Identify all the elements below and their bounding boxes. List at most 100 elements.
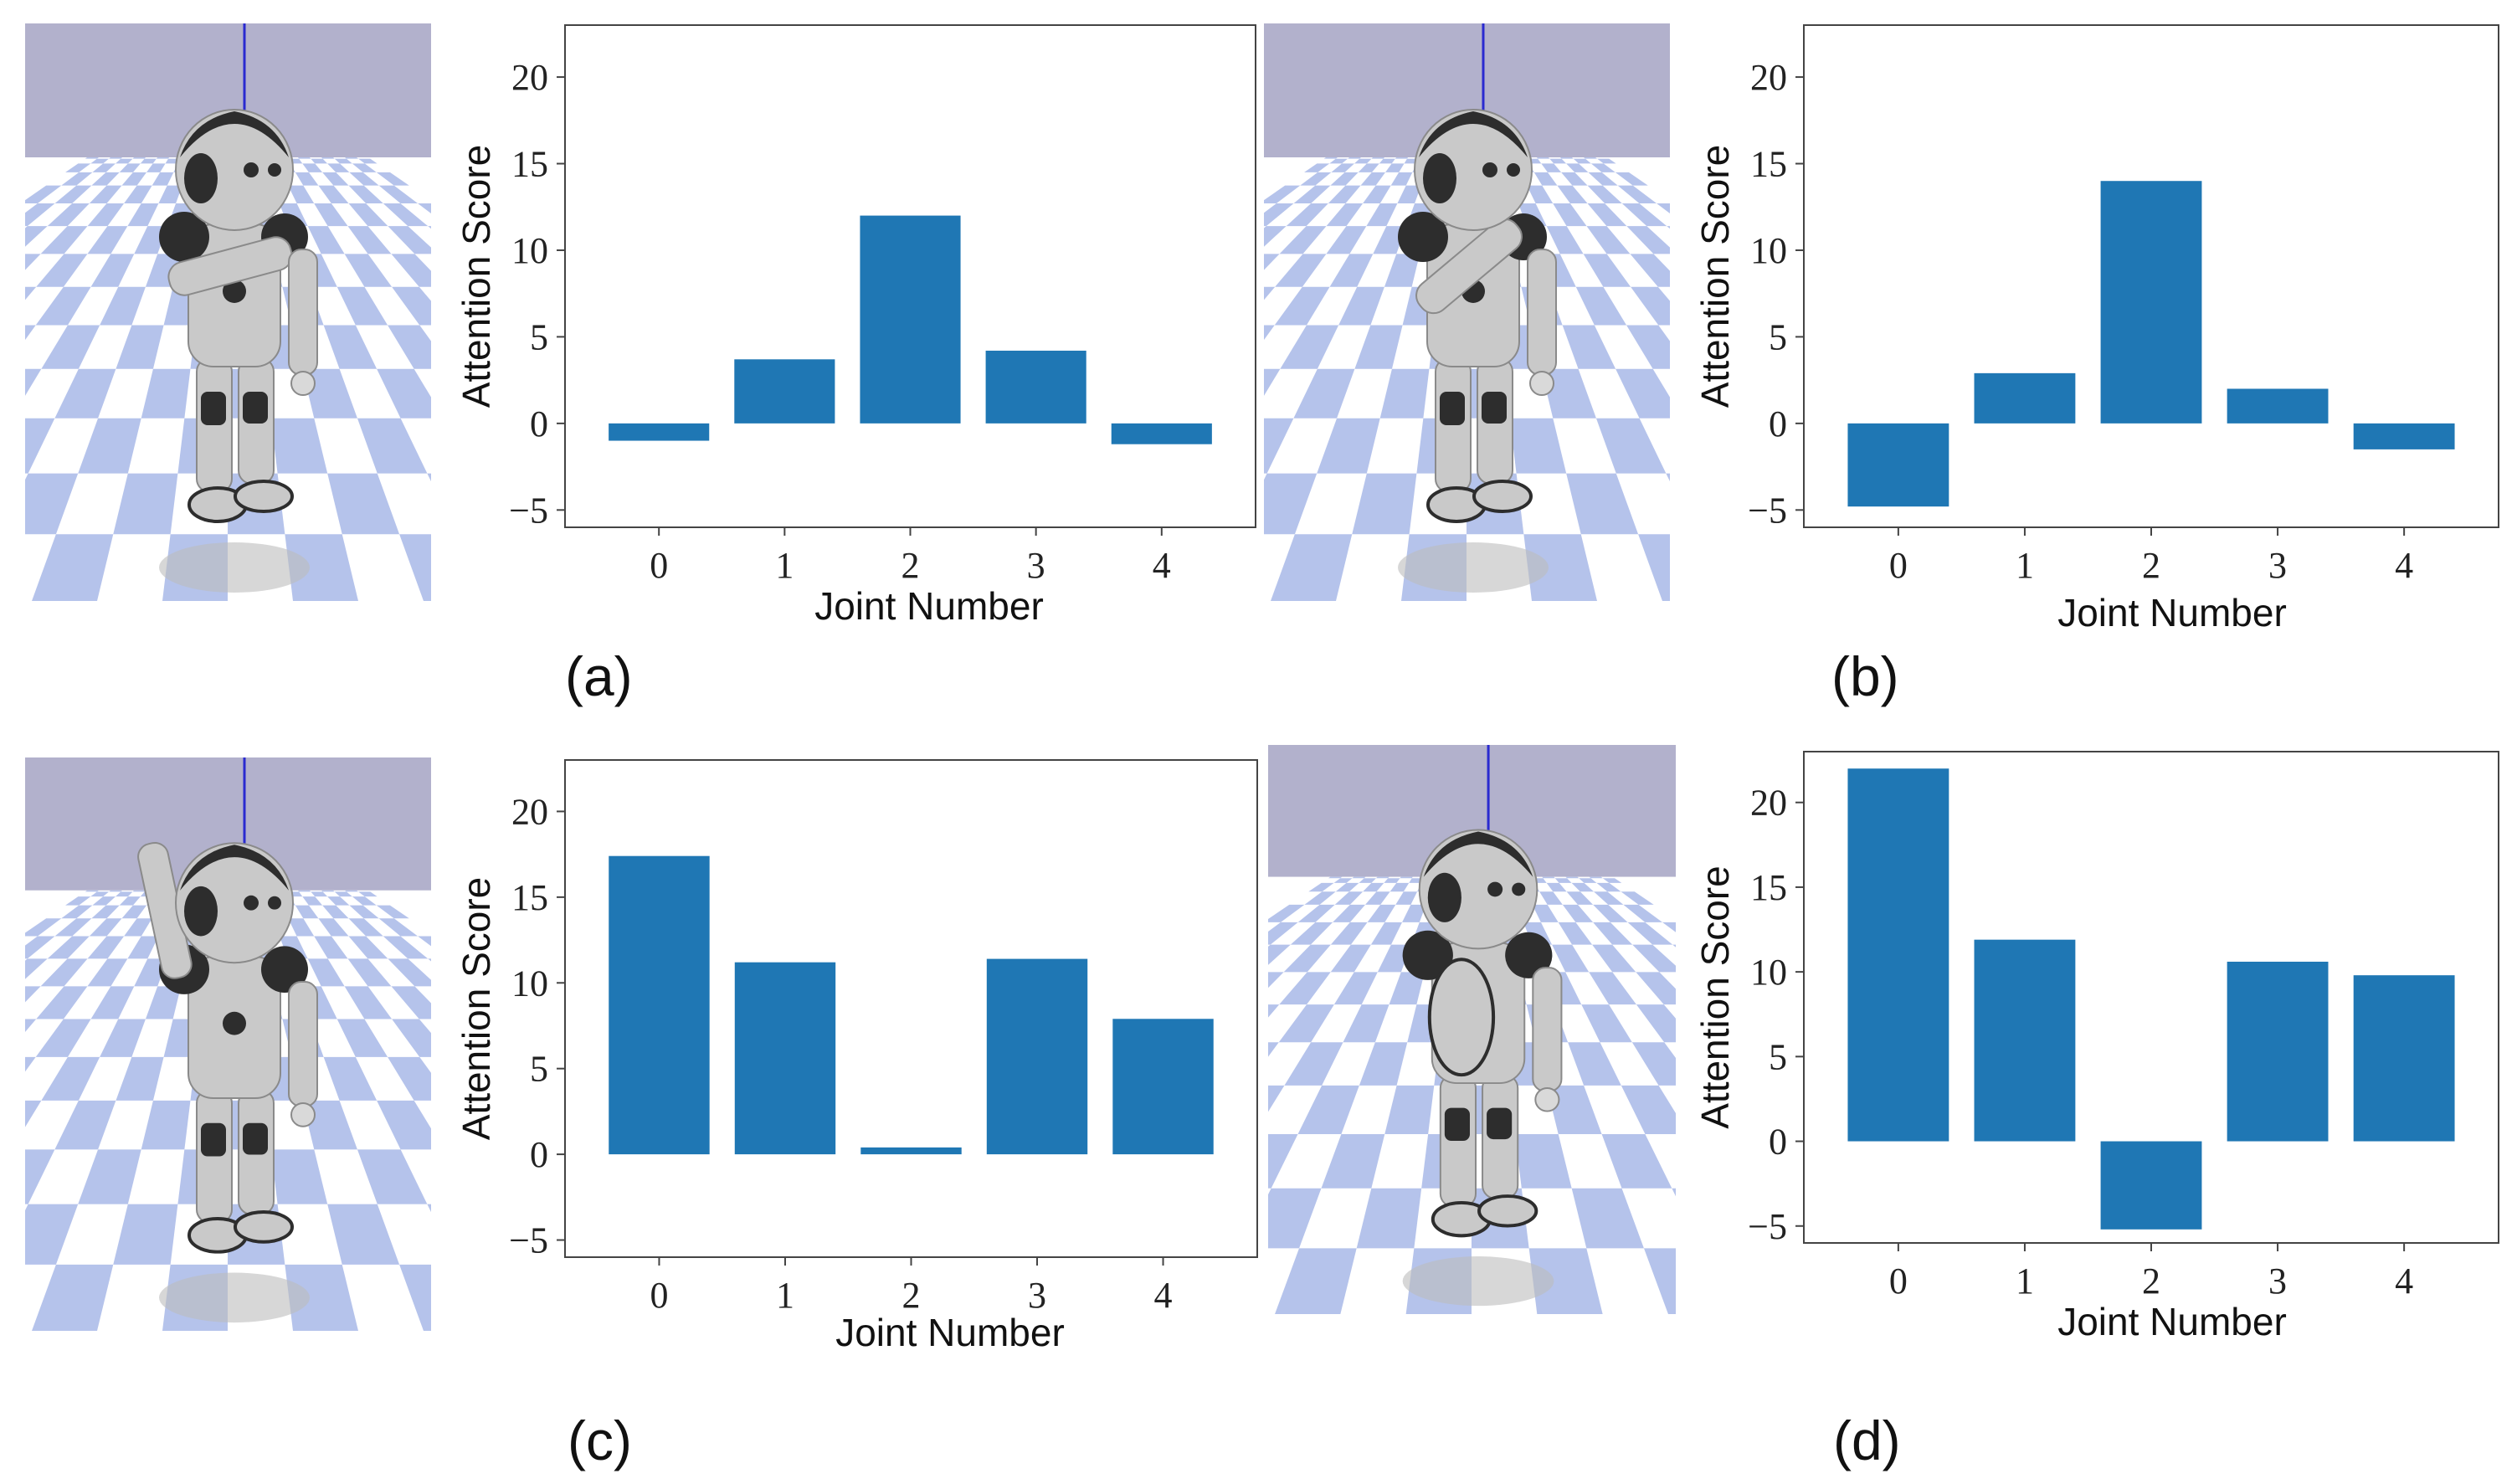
floor-tile xyxy=(1523,534,1597,601)
robot-shadow xyxy=(159,542,310,593)
floor-tile xyxy=(1343,1004,1389,1043)
floor-tile xyxy=(1333,878,1353,883)
x-tick-label: 2 xyxy=(2142,545,2160,586)
bar-joint-2 xyxy=(860,1147,962,1155)
bar-chart-d: −5 0 5 10 15 20 0 1 2 3 4 Joint Number Attention Sco… xyxy=(1691,728,2517,1364)
bar-joint-0 xyxy=(609,855,710,1155)
robot-render-d xyxy=(1268,745,1676,1314)
x-tick-label: 3 xyxy=(1028,1275,1046,1316)
robot-ear xyxy=(184,886,218,937)
x-tick-label: 0 xyxy=(650,1275,668,1316)
floor-tile xyxy=(1395,157,1408,159)
robot-eye xyxy=(244,895,259,911)
floor-tile xyxy=(141,1100,191,1150)
floor-tile xyxy=(156,157,169,159)
panel-label-a: (a) xyxy=(565,645,633,707)
floor-tile xyxy=(392,1019,431,1057)
floor-tile xyxy=(1321,1133,1385,1189)
floor-tile xyxy=(132,890,146,892)
floor-tile xyxy=(1271,534,1353,601)
floor-tile xyxy=(1297,904,1335,922)
robot-hand xyxy=(1534,1086,1560,1112)
robot-figure xyxy=(1398,109,1557,593)
floor-tile xyxy=(327,473,400,535)
floor-tile xyxy=(121,172,147,186)
robot-eye xyxy=(268,163,281,177)
floor-tile xyxy=(1375,876,1389,879)
floor-tile xyxy=(25,185,62,204)
floor-tile xyxy=(344,986,393,1019)
chart-svg: −5 0 5 10 15 20 0 1 2 3 4 Joint Number Attention Sco… xyxy=(1693,24,2499,634)
floor-tile xyxy=(1379,368,1430,418)
robot-shadow xyxy=(159,1272,310,1323)
robot-hand xyxy=(1529,371,1554,396)
floor-tile xyxy=(1623,904,1663,922)
bar-joint-4 xyxy=(2353,975,2455,1142)
floor-tile xyxy=(1566,891,1594,905)
floor-tile xyxy=(35,286,91,326)
bar-joint-3 xyxy=(985,350,1086,424)
robot-head-cap xyxy=(180,845,289,891)
y-tick-label: 5 xyxy=(530,316,548,357)
floor-tile xyxy=(418,203,431,214)
bar-joint-1 xyxy=(734,359,835,424)
y-tick-label: 15 xyxy=(1750,867,1787,908)
y-tick-label: 10 xyxy=(1750,230,1787,271)
floor-tile xyxy=(1541,368,1596,418)
floor-tile xyxy=(427,473,431,482)
y-tick-label: 20 xyxy=(1750,783,1787,824)
robot-ear xyxy=(1423,153,1456,203)
y-tick-label: 20 xyxy=(511,57,548,98)
floor-tile xyxy=(1579,878,1597,883)
robot-ear xyxy=(184,153,218,203)
floor-tile xyxy=(134,226,168,254)
floor-tile xyxy=(36,254,88,287)
floor-tile xyxy=(1584,157,1598,159)
floor-tile xyxy=(1571,1188,1644,1249)
robot-chest-button xyxy=(223,280,246,303)
floor-tile xyxy=(54,918,92,937)
floor-tile xyxy=(119,896,141,906)
floor-tile xyxy=(344,254,393,287)
floor-tile xyxy=(377,1100,431,1150)
floor-tile xyxy=(1264,203,1294,227)
floor-tile xyxy=(302,896,323,906)
floor-tile xyxy=(378,918,419,937)
floor-tile xyxy=(1562,325,1616,369)
floor-tile xyxy=(91,905,120,919)
y-tick-label: 20 xyxy=(1750,57,1787,98)
x-axis-title: Joint Number xyxy=(814,584,1044,628)
floor-tile xyxy=(1264,325,1275,341)
floor-tile xyxy=(92,896,116,906)
floor-tile xyxy=(318,185,349,204)
floor-tile xyxy=(1326,226,1367,254)
floor-tile xyxy=(65,896,91,906)
floor-tile xyxy=(1602,878,1622,883)
robot-right-shoulder xyxy=(1505,932,1553,978)
floor-tile xyxy=(87,203,125,227)
floor-tile xyxy=(1615,172,1648,186)
robot-left-arm xyxy=(1427,958,1496,1077)
floor-tile xyxy=(1626,325,1670,369)
floor-tile xyxy=(358,158,378,164)
robot-right-arm xyxy=(288,981,318,1107)
y-tick-label: 0 xyxy=(530,1134,548,1175)
floor-tile xyxy=(1549,158,1567,164)
floor-tile xyxy=(1379,158,1395,164)
y-tick-label: 20 xyxy=(511,791,548,832)
bar-joint-0 xyxy=(609,423,710,441)
floor-tile xyxy=(1348,157,1361,159)
floor-tile xyxy=(1616,368,1670,418)
robot-right-foot xyxy=(234,1210,294,1244)
floor-tile xyxy=(25,918,62,937)
y-tick-label: 15 xyxy=(1750,144,1787,185)
floor-tile xyxy=(152,172,174,186)
floor-tile xyxy=(1560,157,1574,159)
floor-tile xyxy=(1293,368,1355,418)
floor-tile xyxy=(1304,163,1330,172)
floor-tile xyxy=(92,163,116,172)
floor-tile xyxy=(1286,203,1328,227)
floor-tile xyxy=(270,1149,328,1204)
floor-tile xyxy=(323,325,378,369)
floor-tile xyxy=(1279,972,1331,1005)
